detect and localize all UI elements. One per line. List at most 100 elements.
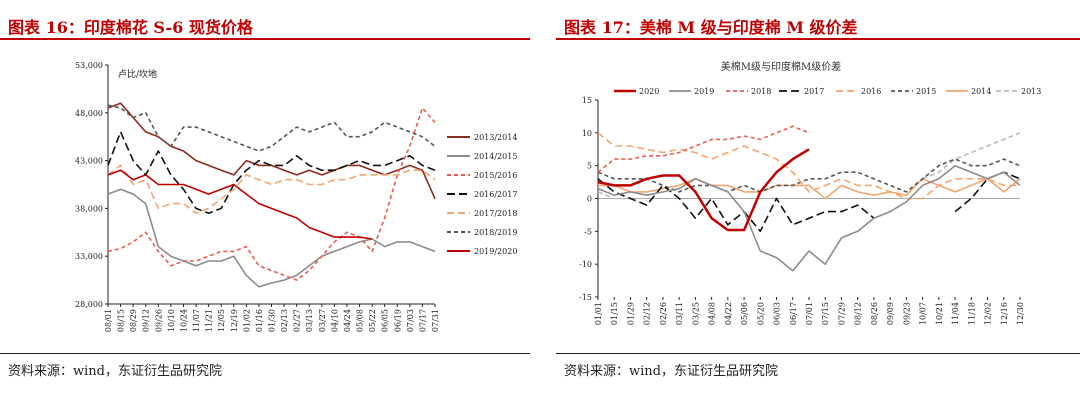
x-tick-label: 07/29 bbox=[837, 302, 846, 325]
legend-label: 2015/2016 bbox=[474, 171, 517, 180]
x-tick-label: 05/22 bbox=[368, 309, 377, 332]
legend-label: 2013 bbox=[1021, 87, 1041, 96]
chart-title: 图表 17：美棉 M 级与印度棉 M 级价差 bbox=[564, 18, 858, 37]
y-tick-label: 48,000 bbox=[75, 109, 103, 118]
y-tick-label: -10 bbox=[579, 260, 592, 269]
legend-label: 2017 bbox=[804, 87, 824, 96]
x-tick-label: 06/19 bbox=[393, 309, 402, 332]
y-tick-label: 28,000 bbox=[75, 300, 103, 309]
y-tick-label: 0 bbox=[587, 195, 592, 204]
series-line-2018-2019 bbox=[107, 104, 436, 152]
x-tick-label: 12/30 bbox=[1016, 302, 1025, 325]
source-note: 资料来源：wind，东证衍生品研究院 bbox=[8, 364, 222, 379]
y-tick-label: -5 bbox=[584, 227, 592, 236]
series-line-2013 bbox=[597, 132, 1021, 200]
title-rule bbox=[556, 38, 1080, 40]
series-line-2013-2014 bbox=[107, 102, 436, 200]
y-tick-label: 15 bbox=[582, 96, 592, 105]
x-tick-label: 07/01 bbox=[805, 302, 814, 325]
x-tick-label: 06/05 bbox=[381, 309, 390, 332]
x-tick-label: 01/30 bbox=[268, 309, 277, 332]
series-line-2017 bbox=[597, 171, 1021, 233]
x-tick-label: 01/15 bbox=[610, 302, 619, 325]
price-line-chart: 28,000 33,000 38,000 43,000 48,000 53,000 卢比/坎… bbox=[75, 61, 517, 332]
source-rule bbox=[556, 353, 1080, 354]
series-line-2020 bbox=[597, 148, 810, 232]
x-tick-label: 10/21 bbox=[935, 302, 944, 325]
legend-label: 2018/2019 bbox=[474, 228, 517, 237]
series-line-2015 bbox=[597, 158, 1021, 193]
series-line-2019-2020 bbox=[107, 169, 373, 240]
y-tick-label: 43,000 bbox=[75, 157, 103, 166]
x-tick-label: 10/07 bbox=[919, 302, 928, 325]
x-tick-label: 03/13 bbox=[305, 309, 314, 332]
legend-label: 2019 bbox=[694, 87, 714, 96]
spread-line-chart: 美棉M级与印度棉M级价差 2020 2019 2018 2017 2016 2015 2014… bbox=[579, 60, 1041, 325]
x-tick-label: 11/18 bbox=[967, 302, 976, 325]
source-rule bbox=[0, 353, 530, 354]
chart-title: 图表 16：印度棉花 S-6 现货价格 bbox=[8, 18, 253, 37]
legend-label: 2015 bbox=[916, 87, 936, 96]
x-tick-label: 04/24 bbox=[343, 309, 352, 332]
legend-label: 2016/2017 bbox=[474, 190, 517, 199]
x-tick-label: 08/26 bbox=[870, 302, 879, 325]
legend-label: 2017/2018 bbox=[474, 209, 517, 218]
x-tick-label: 03/25 bbox=[691, 302, 700, 325]
x-tick-label: 08/01 bbox=[104, 309, 113, 332]
series-line-2017-2018 bbox=[107, 164, 436, 214]
x-tick-label: 04/08 bbox=[708, 302, 717, 325]
title-rule bbox=[0, 38, 530, 40]
x-tick-label: 09/23 bbox=[902, 302, 911, 325]
x-tick-label: 08/15 bbox=[117, 309, 126, 332]
x-tick-label: 01/01 bbox=[594, 302, 603, 325]
x-tick-label: 10/10 bbox=[167, 309, 176, 332]
x-tick-label: 05/08 bbox=[356, 309, 365, 332]
x-tick-label: 12/19 bbox=[230, 309, 239, 332]
y-axis-unit: 卢比/坎地 bbox=[118, 68, 157, 80]
x-tick-label: 10/24 bbox=[179, 309, 188, 332]
x-tick-label: 01/29 bbox=[626, 302, 635, 325]
x-tick-label: 06/03 bbox=[773, 302, 782, 325]
x-tick-label: 09/12 bbox=[142, 309, 151, 332]
x-tick-label: 07/17 bbox=[418, 309, 427, 332]
chart-inner-title: 美棉M级与印度棉M级价差 bbox=[721, 60, 841, 73]
legend-label: 2014 bbox=[971, 87, 991, 96]
y-tick-label: -15 bbox=[579, 293, 592, 302]
x-tick-label: 07/15 bbox=[821, 302, 830, 325]
series-line-2019 bbox=[597, 164, 1021, 272]
x-tick-label: 12/02 bbox=[984, 302, 993, 325]
series-line-2016 bbox=[597, 132, 1020, 200]
x-tick-label: 03/11 bbox=[675, 302, 684, 325]
series-line-2016-2017 bbox=[107, 131, 436, 214]
y-tick-label: 10 bbox=[582, 129, 592, 138]
x-tick-label: 11/04 bbox=[951, 302, 960, 325]
series-line-2014 bbox=[598, 178, 1021, 200]
chart-panel-price-spread: 图表 17：美棉 M 级与印度棉 M 级价差 美棉M级与印度棉M级价差 2020 2… bbox=[556, 0, 1080, 401]
x-tick-label: 08/29 bbox=[129, 309, 138, 332]
x-tick-label: 09/26 bbox=[154, 309, 163, 332]
x-tick-label: 01/02 bbox=[242, 309, 251, 332]
y-tick-label: 33,000 bbox=[75, 252, 103, 261]
x-tick-label: 12/05 bbox=[217, 309, 226, 332]
source-note: 资料来源：wind，东证衍生品研究院 bbox=[564, 364, 778, 379]
x-tick-label: 07/03 bbox=[406, 309, 415, 332]
x-tick-label: 09/09 bbox=[886, 302, 895, 325]
x-tick-label: 11/07 bbox=[192, 309, 201, 332]
x-tick-label: 05/20 bbox=[756, 302, 765, 325]
series-line-2014-2015 bbox=[107, 188, 436, 288]
x-tick-label: 02/13 bbox=[280, 309, 289, 332]
y-tick-label: 53,000 bbox=[75, 61, 103, 70]
x-tick-label: 02/12 bbox=[643, 302, 652, 325]
legend-label: 2016 bbox=[861, 87, 881, 96]
x-tick-label: 11/21 bbox=[205, 309, 214, 332]
x-tick-label: 04/10 bbox=[330, 309, 339, 332]
x-tick-label: 08/12 bbox=[854, 302, 863, 325]
legend-label: 2013/2014 bbox=[474, 133, 517, 142]
x-tick-label: 02/26 bbox=[659, 302, 668, 325]
series-line-2015-2016 bbox=[107, 107, 436, 281]
x-tick-label: 04/22 bbox=[724, 302, 733, 325]
legend-label: 2020 bbox=[639, 87, 659, 96]
legend-label: 2014/2015 bbox=[474, 152, 517, 161]
x-tick-label: 07/31 bbox=[431, 309, 440, 332]
x-tick-label: 06/17 bbox=[789, 302, 798, 325]
